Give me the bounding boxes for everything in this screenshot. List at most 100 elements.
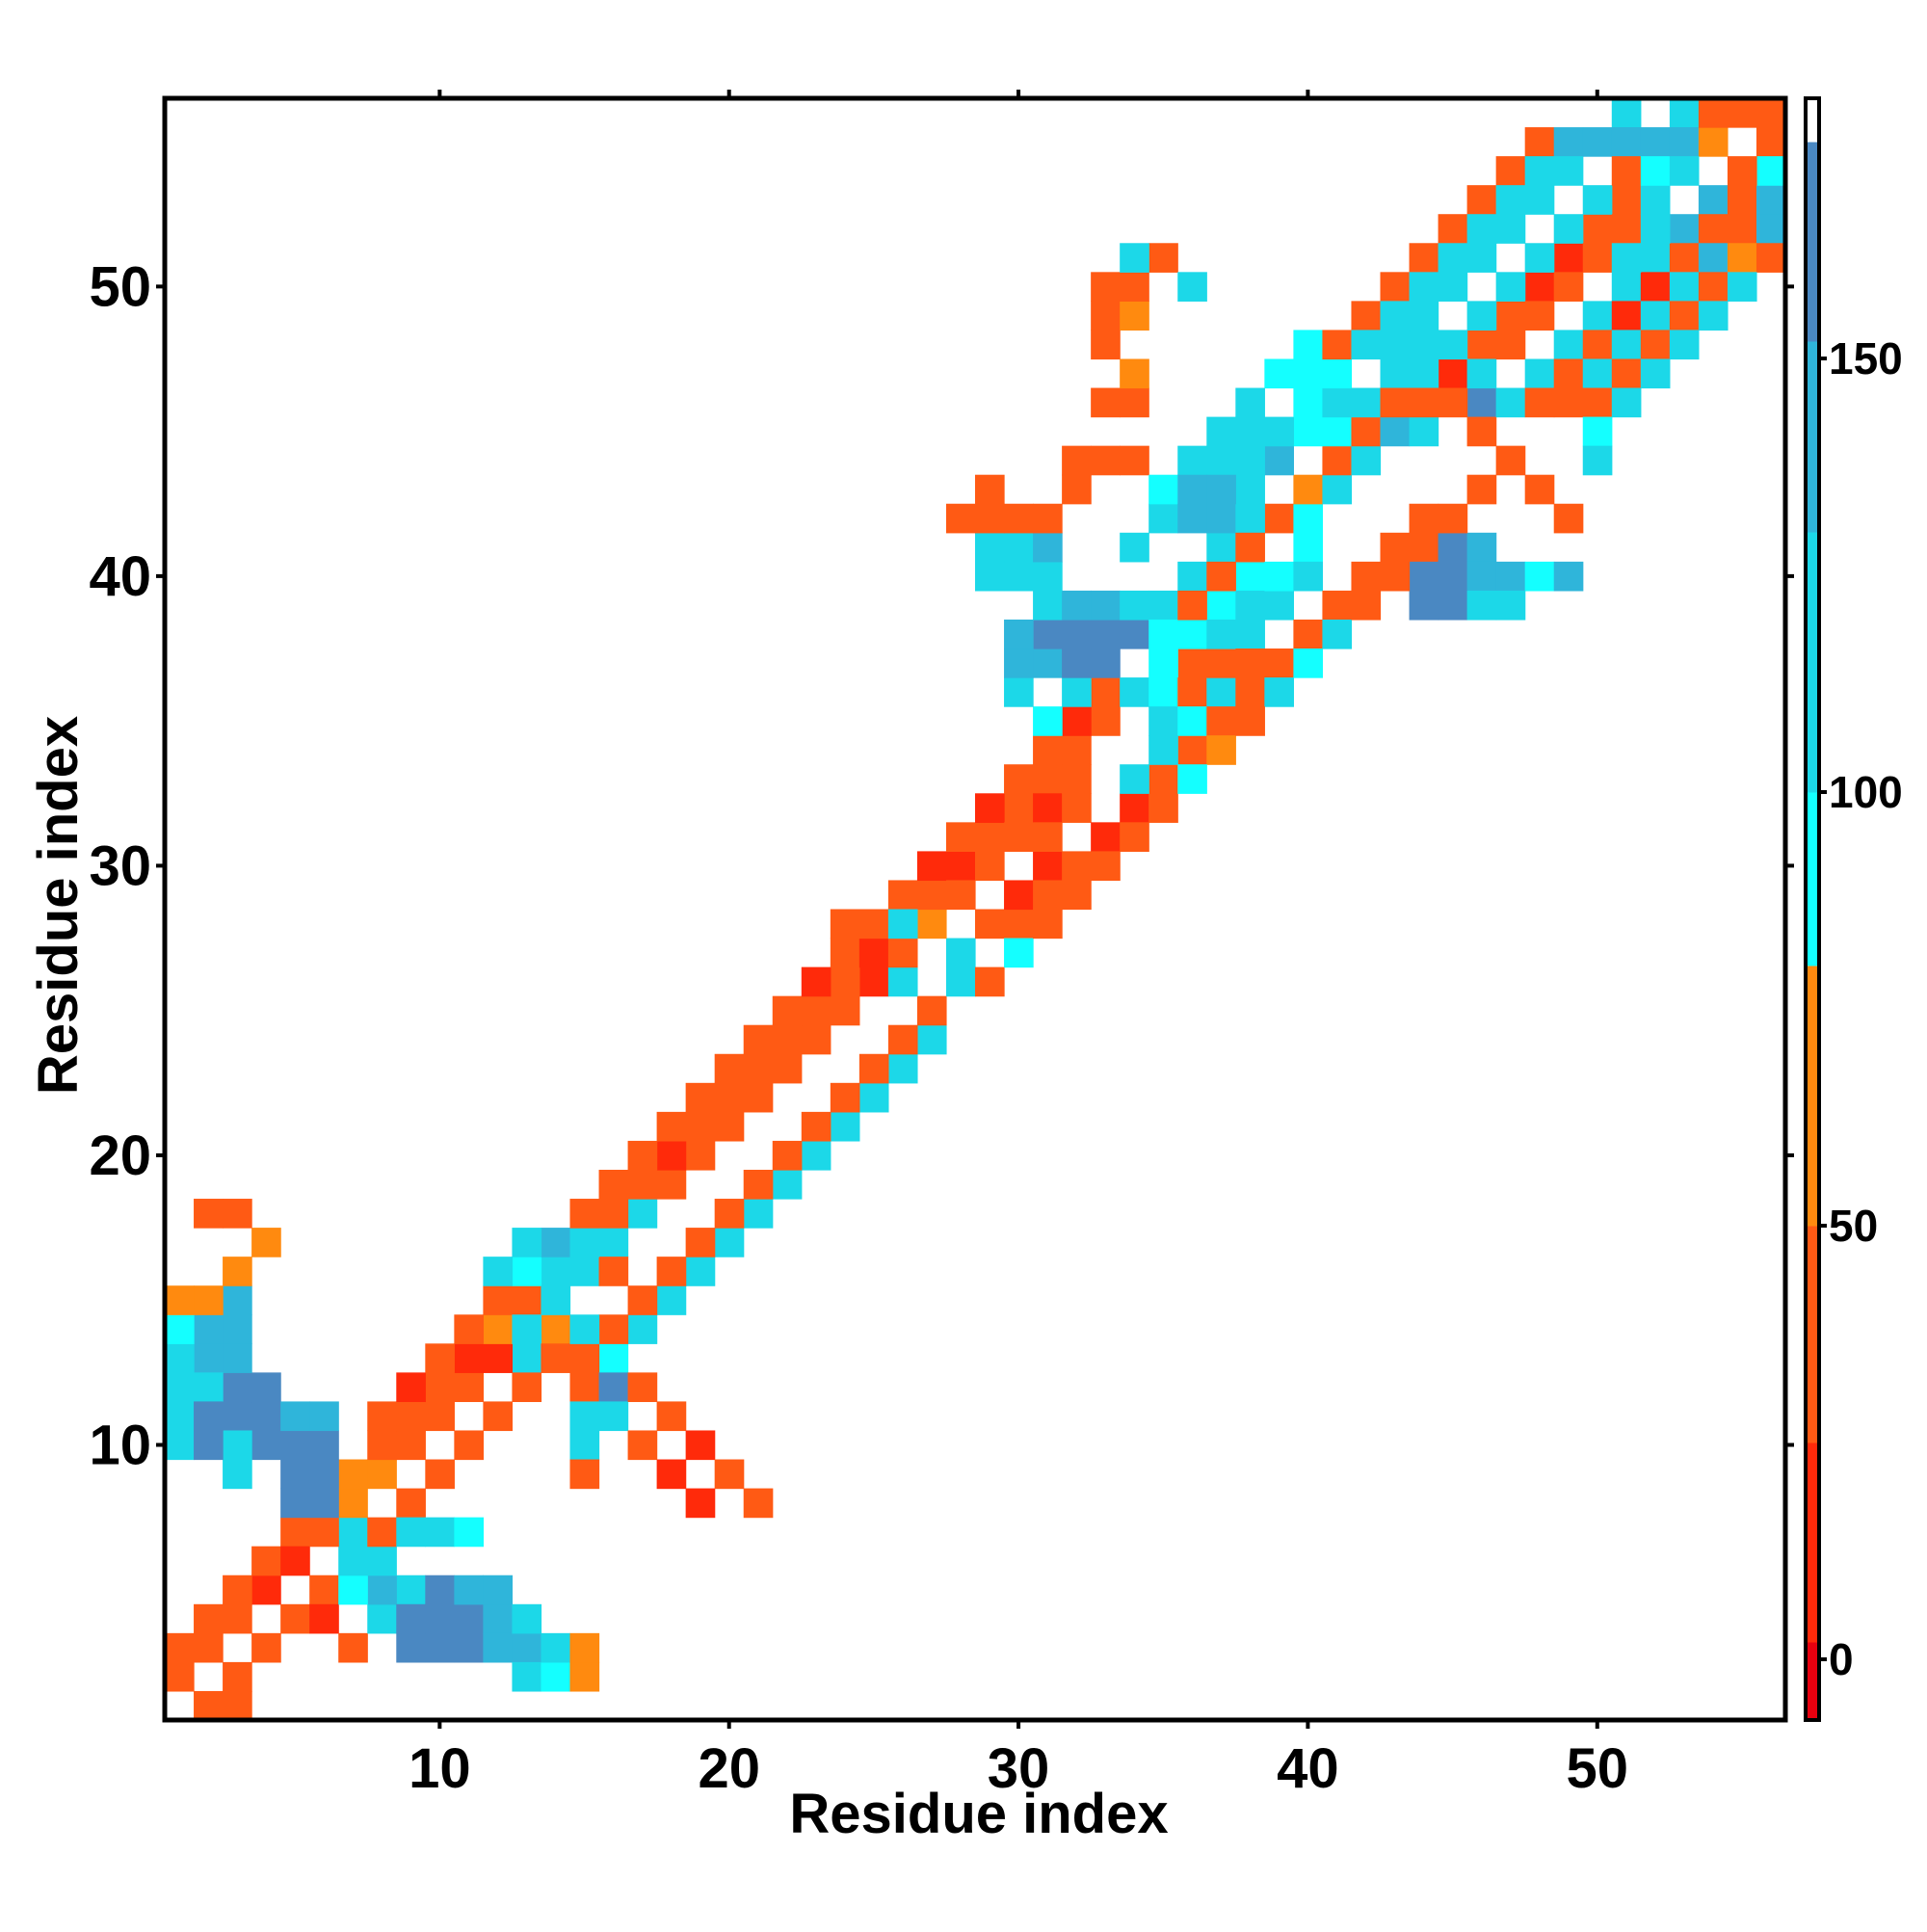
heatmap-cell [1206, 648, 1236, 678]
heatmap-cell [251, 1228, 281, 1257]
heatmap-cell [1438, 358, 1468, 389]
heatmap-cell [1206, 735, 1236, 765]
heatmap-cell [1322, 358, 1353, 389]
heatmap-cell [858, 1082, 889, 1113]
heatmap-cell [598, 1228, 629, 1257]
heatmap-cell [656, 1401, 687, 1432]
heatmap-cell [1755, 127, 1786, 157]
heatmap-cell [656, 1140, 687, 1171]
heatmap-cell [1177, 474, 1207, 505]
heatmap-cell [1091, 272, 1121, 302]
heatmap-cell [1033, 619, 1063, 649]
heatmap-cell [512, 1285, 542, 1315]
heatmap-cell [1120, 590, 1149, 621]
heatmap-cell [1669, 214, 1700, 244]
heatmap-cell [223, 1459, 252, 1490]
heatmap-cell [454, 1430, 484, 1461]
heatmap-cell [569, 1199, 600, 1229]
heatmap-cell [1669, 127, 1700, 157]
heatmap-cell [1148, 648, 1178, 678]
heatmap-cell [1466, 214, 1497, 244]
heatmap-cell [194, 1343, 224, 1373]
heatmap-cell [945, 880, 976, 911]
heatmap-cell [1495, 387, 1526, 418]
heatmap-cell [1091, 706, 1121, 736]
heatmap-cell [1582, 358, 1613, 389]
heatmap-cell [1351, 590, 1382, 621]
heatmap-cell [1466, 185, 1497, 215]
heatmap-cell [916, 851, 947, 882]
heatmap-cell [1640, 301, 1671, 331]
y-tick-label: 40 [89, 545, 151, 608]
heatmap-cell [1351, 387, 1382, 418]
heatmap-cell [1091, 301, 1121, 331]
heatmap-cell [1640, 243, 1671, 273]
heatmap-cell [367, 1459, 397, 1490]
heatmap-cell [454, 1372, 484, 1403]
heatmap-cell [1582, 387, 1613, 418]
heatmap-cell [1264, 358, 1294, 389]
heatmap-cell [1698, 185, 1729, 215]
heatmap-cell [945, 503, 976, 534]
heatmap-cell [887, 909, 918, 940]
heatmap-cell [512, 1661, 542, 1692]
heatmap-cell [1438, 330, 1468, 360]
x-axis-ticks: 10 20 30 40 50 [409, 90, 1628, 1800]
heatmap-cell [714, 1459, 745, 1490]
heatmap-cell [743, 1024, 774, 1055]
heatmap-cell [1698, 301, 1729, 331]
heatmap-cell [338, 1488, 368, 1519]
x-axis-title: Residue index [789, 1783, 1168, 1845]
heatmap-cell [1091, 619, 1121, 649]
heatmap-cell [512, 1343, 542, 1373]
colorbar-tick-label: 150 [1829, 333, 1903, 384]
heatmap-cell [1611, 156, 1642, 186]
heatmap-cell [1466, 330, 1497, 360]
heatmap-cell [1495, 272, 1526, 302]
heatmap-cell [1582, 416, 1613, 447]
heatmap-cell [1033, 503, 1063, 534]
heatmap-cell [194, 1603, 224, 1634]
heatmap-cell [425, 1372, 455, 1403]
heatmap-cell [1033, 561, 1063, 592]
heatmap-cell [1698, 214, 1729, 244]
heatmap-cell [454, 1632, 484, 1663]
heatmap-cell [1148, 474, 1178, 505]
heatmap-cell [685, 1140, 716, 1171]
heatmap-cell [975, 822, 1005, 852]
heatmap-cell [1698, 243, 1729, 273]
heatmap-cell [425, 1401, 455, 1432]
heatmap-cell [1004, 938, 1034, 968]
heatmap-cell [569, 1372, 600, 1403]
heatmap-cell [1727, 243, 1757, 273]
colorbar-band [1806, 966, 1819, 1227]
heatmap-cell [1640, 272, 1671, 302]
heatmap-cell [1206, 561, 1236, 592]
y-tick-label: 10 [89, 1414, 151, 1476]
heatmap-cell [1148, 735, 1178, 765]
heatmap-cell [1669, 243, 1700, 273]
heatmap-cell [1235, 445, 1265, 476]
heatmap-cell [1611, 301, 1642, 331]
heatmap-cell [280, 1488, 310, 1519]
y-tick-label: 20 [89, 1125, 151, 1187]
heatmap-cell [280, 1401, 310, 1432]
colorbar-band [1806, 792, 1819, 966]
heatmap-cell [338, 1575, 368, 1605]
heatmap-cell [1611, 330, 1642, 360]
heatmap-cell [975, 532, 1005, 563]
x-tick-label: 40 [1277, 1737, 1339, 1800]
heatmap-cell [1033, 764, 1063, 794]
heatmap-cell [1264, 590, 1294, 621]
heatmap-cell [1524, 156, 1555, 186]
heatmap-cell [1322, 474, 1353, 505]
heatmap-cell [251, 1546, 281, 1576]
heatmap-cell [1004, 764, 1034, 794]
heatmap-cell [1553, 127, 1584, 157]
heatmap-cell [887, 966, 918, 997]
heatmap-cell [1495, 561, 1526, 592]
heatmap-cell [1004, 880, 1034, 911]
heatmap-cell [165, 1430, 195, 1461]
